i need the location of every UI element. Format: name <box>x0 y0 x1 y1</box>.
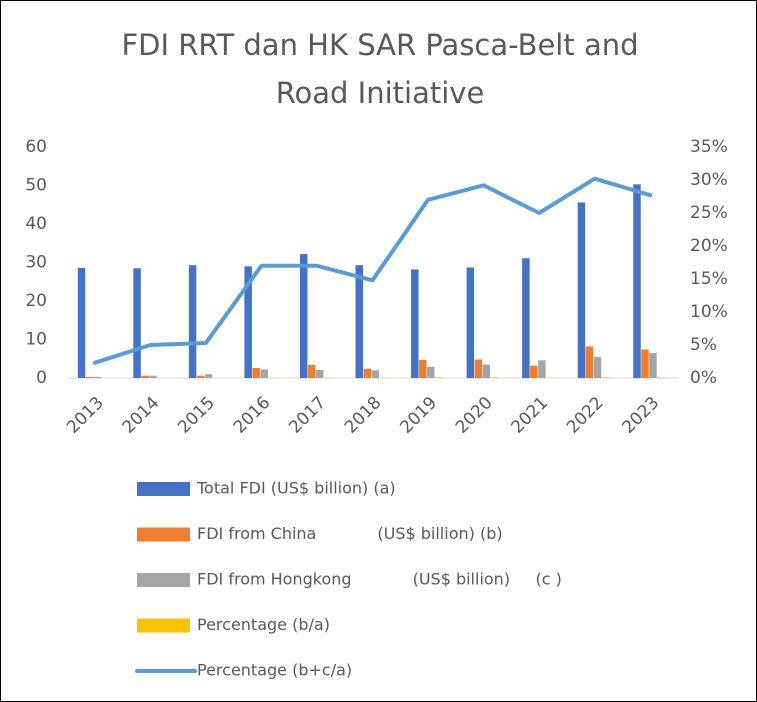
bar <box>307 364 316 378</box>
bar <box>633 184 641 378</box>
bar <box>371 370 379 378</box>
bar <box>538 360 546 378</box>
bar <box>315 369 324 378</box>
legend-swatch <box>137 527 190 542</box>
bar <box>77 267 86 378</box>
bar <box>411 269 419 378</box>
legend-label: FDI from Hongkong (US$ billion) (c ) <box>197 570 562 589</box>
bar <box>474 359 483 378</box>
y2-tick-label: 10% <box>690 302 728 322</box>
chart-title: FDI RRT dan HK SAR Pasca-Belt and <box>121 28 638 62</box>
bar <box>641 349 649 378</box>
legend-label: Percentage (b/a) <box>197 615 330 634</box>
chart-title: Road Initiative <box>276 76 485 110</box>
bar <box>363 368 371 378</box>
bar <box>244 266 252 378</box>
y-tick-label: 30 <box>25 253 47 273</box>
legend-swatch <box>137 573 190 587</box>
bar <box>577 202 586 378</box>
y-tick-label: 50 <box>25 176 47 196</box>
bar <box>149 375 157 378</box>
y-tick-label: 10 <box>25 330 47 350</box>
bar <box>85 376 94 378</box>
y2-tick-label: 15% <box>690 269 728 289</box>
bar <box>133 268 141 378</box>
y2-tick-label: 30% <box>690 170 728 190</box>
bar <box>93 376 102 378</box>
bar <box>204 374 213 378</box>
legend-label: Percentage (b+c/a) <box>197 661 352 680</box>
bar <box>649 352 657 378</box>
y2-tick-label: 35% <box>690 137 728 157</box>
line-series <box>92 176 653 365</box>
bar <box>419 359 427 378</box>
y-tick-label: 60 <box>25 137 47 157</box>
bar <box>141 375 149 378</box>
bar <box>530 365 538 378</box>
y-tick-label: 0 <box>36 368 47 388</box>
bar <box>299 254 308 378</box>
legend-swatch <box>137 482 190 496</box>
bar <box>260 369 268 378</box>
bar <box>196 375 205 378</box>
bar <box>522 258 530 378</box>
legend-label: Total FDI (US$ billion) (a) <box>196 479 396 498</box>
y2-tick-label: 5% <box>690 335 717 355</box>
bar <box>490 377 499 378</box>
bar <box>427 366 435 378</box>
bar <box>585 346 594 378</box>
y2-tick-label: 25% <box>690 203 728 223</box>
legend-swatch <box>137 618 190 633</box>
bar <box>188 265 197 378</box>
y-tick-label: 20 <box>25 291 47 311</box>
bar <box>435 377 443 378</box>
bar <box>593 356 602 378</box>
bar <box>657 377 665 378</box>
legend-label: FDI from China (US$ billion) (b) <box>197 524 503 543</box>
bar <box>482 364 491 378</box>
y2-tick-label: 20% <box>690 236 728 256</box>
bar <box>466 267 475 378</box>
y2-tick-label: 0% <box>690 368 717 388</box>
bar <box>355 265 363 378</box>
bar <box>252 367 260 378</box>
bar <box>601 377 610 378</box>
y-tick-label: 40 <box>25 214 47 234</box>
